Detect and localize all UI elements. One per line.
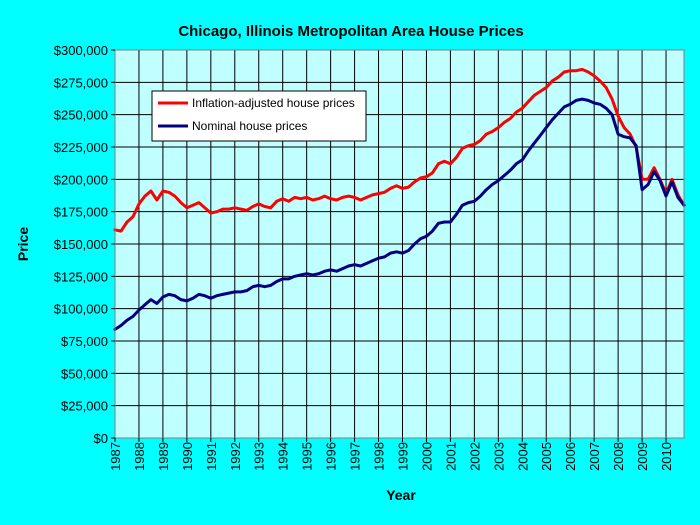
series-layer bbox=[113, 67, 686, 331]
x-tick-label: 1992 bbox=[228, 442, 243, 471]
y-tick-label: $300,000 bbox=[54, 43, 108, 58]
x-tick-label: 2000 bbox=[419, 442, 434, 471]
x-axis-label: Year bbox=[386, 487, 416, 503]
y-tick-label: $225,000 bbox=[54, 140, 108, 155]
legend-box bbox=[151, 90, 367, 142]
x-tick-label: 1991 bbox=[204, 442, 219, 471]
y-tick-label: $275,000 bbox=[54, 75, 108, 90]
x-tick-label: 2002 bbox=[467, 442, 482, 471]
x-tick-label: 2005 bbox=[539, 442, 554, 471]
x-tick-label: 2008 bbox=[611, 442, 626, 471]
x-tick-label: 1996 bbox=[324, 442, 339, 471]
x-axis: 1987 1988 1989 1990 1991 1992 1993 1994 1995 1996… bbox=[108, 438, 674, 471]
x-tick-label: 2003 bbox=[491, 442, 506, 471]
y-tick-label: $175,000 bbox=[54, 205, 108, 220]
y-tick-label: $150,000 bbox=[54, 237, 108, 252]
chart-title: Chicago, Illinois Metropolitan Area Hous… bbox=[178, 23, 523, 40]
x-tick-label: 1989 bbox=[156, 442, 171, 471]
legend-label-nominal: Nominal house prices bbox=[192, 119, 307, 133]
x-tick-label: 2006 bbox=[563, 442, 578, 471]
x-tick-label: 1995 bbox=[300, 442, 315, 471]
x-tick-label: 2004 bbox=[515, 442, 530, 471]
x-tick-label: 1997 bbox=[348, 442, 363, 471]
x-tick-label: 2001 bbox=[443, 442, 458, 471]
x-tick-label: 1993 bbox=[252, 442, 267, 471]
x-tick-label: 1990 bbox=[180, 442, 195, 471]
x-tick-label: 1987 bbox=[108, 442, 123, 471]
series-line-inflation bbox=[113, 67, 686, 233]
y-tick-label: $250,000 bbox=[54, 108, 108, 123]
x-tick-label: 1988 bbox=[132, 442, 147, 471]
x-tick-label: 2007 bbox=[587, 442, 602, 471]
x-tick-label: 2010 bbox=[659, 442, 674, 471]
x-tick-label: 1999 bbox=[395, 442, 410, 471]
x-tick-label: 1994 bbox=[276, 442, 291, 471]
series-line-nominal bbox=[113, 97, 686, 331]
y-tick-label: $50,000 bbox=[61, 366, 108, 381]
y-tick-label: $125,000 bbox=[54, 269, 108, 284]
x-tick-label: 2009 bbox=[635, 442, 650, 471]
legend-label-inflation: Inflation-adjusted house prices bbox=[192, 96, 355, 110]
y-axis: $0 $25,000 $50,000 $75,000 $100,000 $125,000 $… bbox=[54, 43, 115, 446]
y-tick-label: $25,000 bbox=[61, 399, 108, 414]
legend: Inflation-adjusted house prices Nominal … bbox=[151, 90, 367, 142]
y-tick-label: $100,000 bbox=[54, 302, 108, 317]
gridlines bbox=[114, 49, 684, 439]
y-tick-label: $200,000 bbox=[54, 172, 108, 187]
x-tick-label: 1998 bbox=[372, 442, 387, 471]
y-axis-label: Price bbox=[15, 227, 31, 261]
y-tick-label: $75,000 bbox=[61, 334, 108, 349]
y-tick-label: $0 bbox=[94, 431, 108, 446]
